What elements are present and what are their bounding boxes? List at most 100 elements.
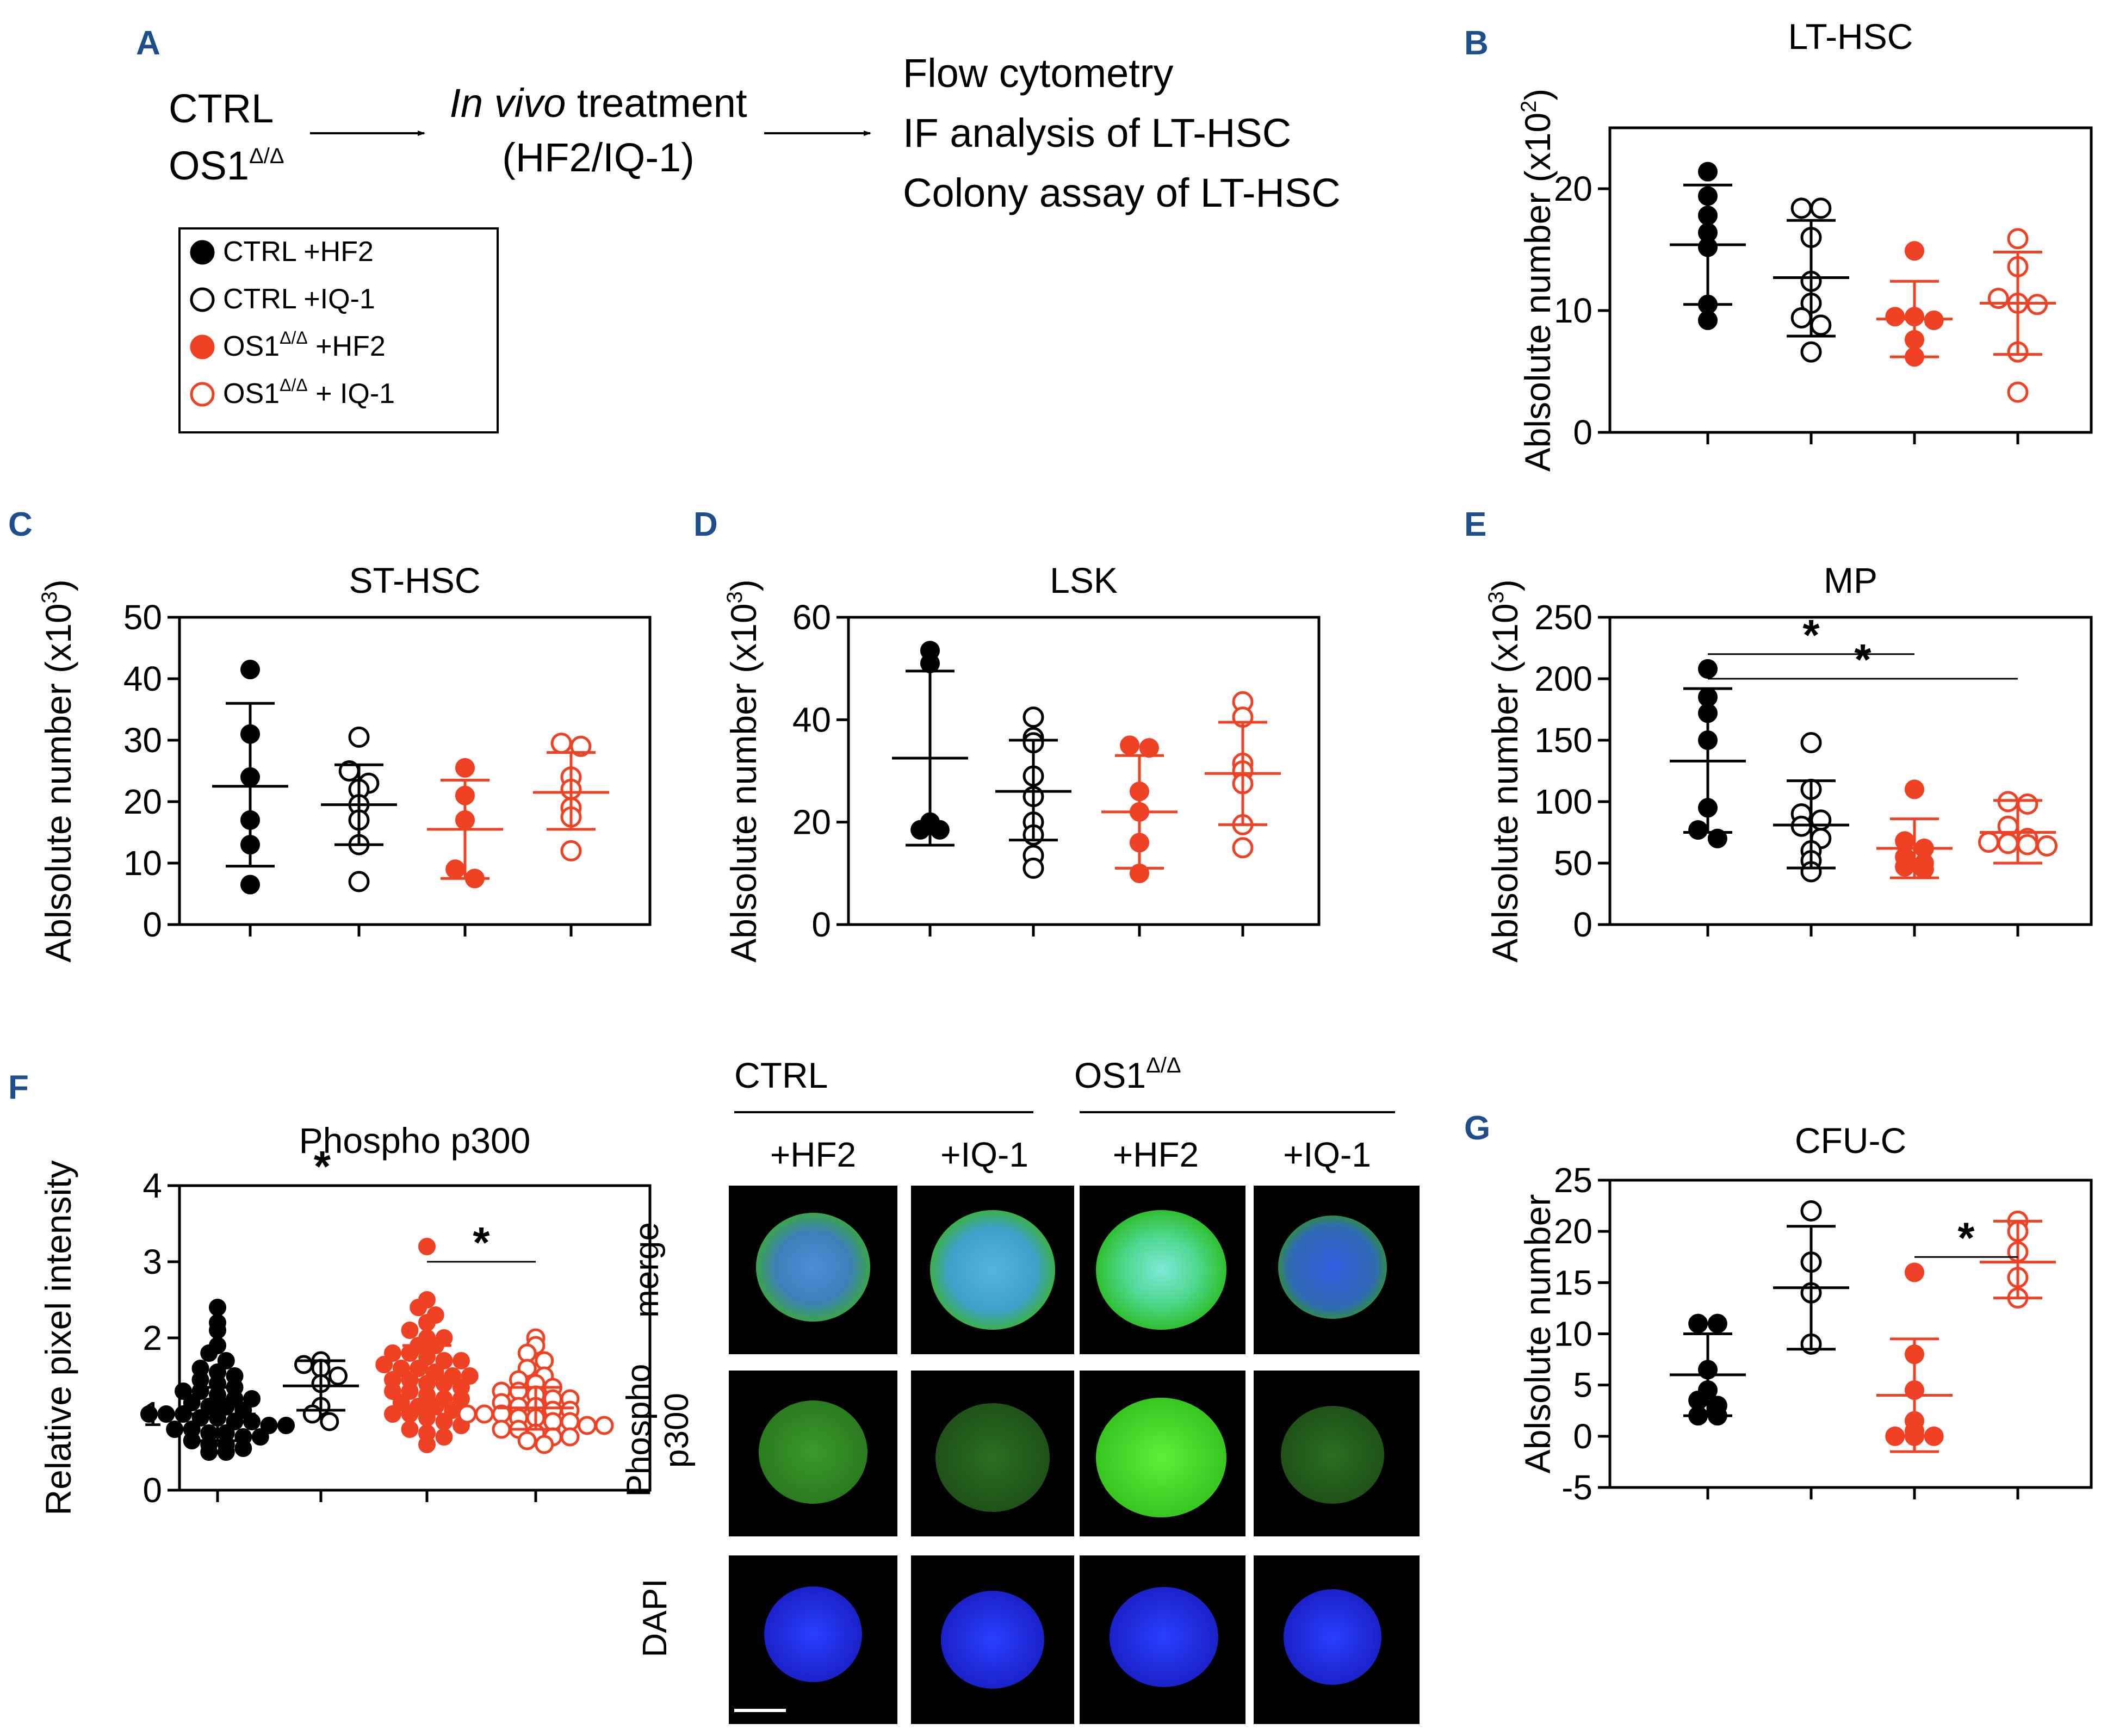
data-point	[435, 1375, 453, 1392]
data-point	[1790, 197, 1812, 219]
data-point	[1885, 1426, 1905, 1446]
merge-cell-os1-iq1	[1278, 1216, 1387, 1319]
data-point	[492, 1419, 511, 1439]
chart-lt-hsc: LT-HSC Ablsolute number (x102) 0 10 20	[1517, 16, 2093, 472]
y-tick-label: 50	[1554, 844, 1592, 883]
data-point	[475, 1404, 494, 1424]
chart-title: Phospho p300	[299, 1120, 531, 1161]
y-tick-label: 25	[1554, 1161, 1592, 1200]
data-point	[320, 1412, 339, 1431]
data-point	[1022, 706, 1044, 728]
data-point	[209, 1322, 226, 1339]
data-point	[1139, 738, 1159, 758]
y-axis-label: Ablsolute number (x102)	[1517, 89, 1558, 472]
data-point	[418, 1238, 436, 1255]
y-tick-label: 40	[123, 659, 162, 698]
panel-label-b: B	[1464, 24, 1489, 62]
y-tick-label: 0	[1573, 905, 1592, 944]
phospho-cell-ctrl-hf2	[759, 1400, 867, 1504]
data-point	[1997, 833, 2019, 854]
data-point	[1914, 859, 1934, 879]
data-point	[401, 1322, 419, 1339]
data-point	[2007, 381, 2029, 403]
plot-frame	[178, 616, 652, 926]
data-point	[1707, 1313, 1727, 1334]
data-point	[1810, 197, 1832, 219]
data-point	[594, 1416, 614, 1435]
data-point	[535, 1435, 554, 1454]
data-point	[418, 1436, 436, 1453]
plot-frame	[1608, 616, 2093, 926]
y-tick-label: 20	[123, 782, 162, 821]
data-point	[277, 1417, 295, 1434]
plot-frame	[1608, 126, 2093, 434]
dapi-cell-os1-hf2	[1110, 1587, 1218, 1687]
data-point	[209, 1299, 226, 1316]
legend-label-3: OS1Δ/Δ +HF2	[223, 328, 386, 362]
legend-items: CTRL +HF2 CTRL +IQ-1 OS1Δ/Δ +HF2 OS1Δ/Δ + I…	[190, 236, 395, 410]
y-tick-label: 10	[1554, 1315, 1592, 1354]
schematic-readout-3: Colony assay of LT-HSC	[903, 170, 1341, 215]
legend-marker-3	[190, 334, 215, 359]
data-point	[1800, 732, 1822, 754]
plot-frame	[847, 616, 1321, 926]
y-tick-label: 0	[1573, 1417, 1592, 1456]
image-row-label-p300: p300	[658, 1393, 696, 1468]
data-point	[1120, 735, 1140, 755]
data-point	[1707, 828, 1727, 848]
data-point	[435, 1428, 453, 1446]
chart-title: LT-HSC	[1788, 16, 1913, 57]
y-tick-label: 60	[792, 598, 831, 637]
y-tick-label: 10	[1554, 291, 1592, 330]
data-point	[1924, 1426, 1944, 1446]
y-tick-label: 2	[142, 1318, 162, 1357]
data-point	[517, 1431, 537, 1450]
data-point	[418, 1314, 436, 1331]
y-axis-label: Ablsolute number	[1517, 1194, 1558, 1474]
significance-star: *	[314, 1142, 331, 1191]
image-group-os1-base: OS1	[1074, 1055, 1146, 1095]
merge-cell-os1-hf2	[1096, 1210, 1226, 1330]
merge-cell-ctrl-iq1	[930, 1210, 1055, 1330]
data-point	[1688, 820, 1708, 840]
data-point	[1905, 779, 1924, 799]
data-point	[457, 1404, 477, 1424]
legend-label-2: CTRL +IQ-1	[223, 283, 375, 315]
chart-title: MP	[1824, 560, 1877, 600]
phospho-cell-os1-hf2	[1096, 1398, 1226, 1517]
schematic-treatment-label: In vivo treatment	[449, 80, 747, 126]
y-tick-label: 4	[142, 1166, 162, 1205]
image-group-os1-sup: Δ/Δ	[1146, 1053, 1181, 1077]
significance-star: *	[1802, 611, 1820, 659]
data-point	[2017, 834, 2038, 855]
data-point	[1232, 837, 1254, 859]
data-point	[2017, 793, 2038, 815]
data-point	[410, 1299, 427, 1316]
y-tick-label: 0	[811, 905, 831, 944]
microscopy-panel: CTRL OS1Δ/Δ +HF2 +IQ-1 +HF2 +IQ-1 merge …	[620, 1053, 1420, 1724]
y-tick-label: -5	[1561, 1468, 1592, 1507]
phospho-cell-ctrl-iq1	[935, 1403, 1050, 1512]
image-row-label-phospho: Phospho	[620, 1364, 658, 1497]
y-tick-label: 5	[1573, 1366, 1592, 1405]
dapi-cell-ctrl-iq1	[941, 1591, 1044, 1689]
data-point	[251, 1428, 269, 1446]
data-point	[560, 1427, 580, 1447]
image-group-label-ctrl: CTRL	[734, 1055, 828, 1095]
y-axis-label: Relative pixel intensity	[38, 1161, 78, 1516]
data-point	[240, 875, 260, 895]
chart-title: CFU-C	[1795, 1120, 1906, 1161]
data-point	[550, 733, 572, 754]
schematic-drugs-label: (HF2/IQ-1)	[502, 135, 695, 180]
image-col-label-1: +HF2	[770, 1135, 856, 1174]
data-point	[329, 1366, 348, 1386]
data-point	[294, 1355, 313, 1374]
legend-label-4: OS1Δ/Δ + IQ-1	[223, 375, 395, 410]
schematic-os1-label: OS1Δ/Δ	[169, 143, 284, 188]
data-point	[929, 820, 950, 840]
data-point	[1905, 1262, 1924, 1282]
legend-box	[178, 227, 499, 433]
data-point	[375, 1356, 393, 1373]
data-point	[401, 1421, 419, 1438]
